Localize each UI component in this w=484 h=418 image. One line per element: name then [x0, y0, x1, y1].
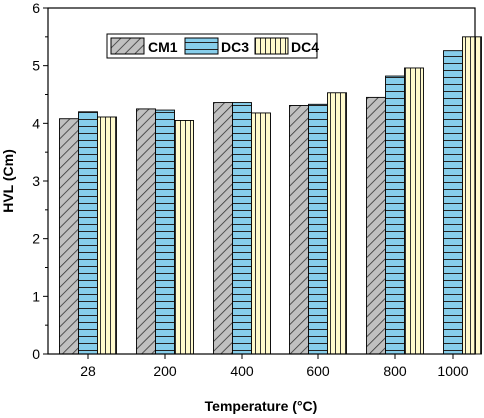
x-tick-label: 400 — [230, 363, 254, 379]
y-tick-label: 3 — [32, 173, 40, 189]
bar-dc4-1000 — [462, 36, 482, 355]
y-tick-label: 6 — [32, 0, 40, 16]
y-tick-label: 5 — [32, 58, 40, 74]
bars-layer — [59, 36, 482, 355]
x-tick-label: 600 — [306, 363, 330, 379]
legend-swatch-cm1 — [110, 37, 145, 55]
x-tick-label: 28 — [80, 363, 96, 379]
legend-label-dc4: DC4 — [291, 39, 319, 55]
bar-dc4-600 — [327, 92, 347, 355]
x-tick-label: 800 — [383, 363, 407, 379]
bar-cm1-200 — [136, 108, 156, 355]
legend-swatch-dc4 — [254, 37, 289, 55]
bar-dc3-200 — [155, 109, 175, 355]
x-tick-label: 1000 — [437, 363, 468, 379]
x-tick-label: 200 — [153, 363, 177, 379]
bar-dc4-28 — [97, 116, 117, 355]
bar-dc3-28 — [78, 111, 98, 355]
y-axis: 0 1 2 3 4 5 6 — [32, 0, 48, 362]
legend-label-dc3: DC3 — [221, 39, 249, 55]
y-tick-label: 0 — [32, 346, 40, 362]
bar-dc3-800 — [385, 75, 405, 355]
y-axis-title: HVL (Cm) — [0, 149, 16, 213]
x-axis-title: Temperature (°C) — [205, 398, 318, 414]
y-tick-label: 1 — [32, 288, 40, 304]
bar-dc4-800 — [404, 67, 424, 355]
legend-swatch-dc3 — [184, 37, 219, 55]
y-tick-label: 4 — [32, 115, 40, 131]
x-axis: 28 200 400 600 800 1000 — [80, 354, 469, 379]
y-tick-label: 2 — [32, 231, 40, 247]
bar-dc4-200 — [174, 119, 194, 355]
legend-label-cm1: CM1 — [148, 39, 178, 55]
bar-dc3-600 — [308, 103, 328, 355]
bar-dc3-400 — [232, 102, 252, 355]
bar-cm1-800 — [366, 96, 386, 355]
bar-dc4-400 — [251, 112, 271, 355]
legend: CM1 DC3 DC4 — [106, 33, 319, 59]
bar-dc3-1000 — [443, 50, 463, 355]
bar-cm1-28 — [59, 118, 79, 355]
bar-cm1-600 — [289, 105, 309, 355]
bar-cm1-400 — [213, 102, 233, 355]
